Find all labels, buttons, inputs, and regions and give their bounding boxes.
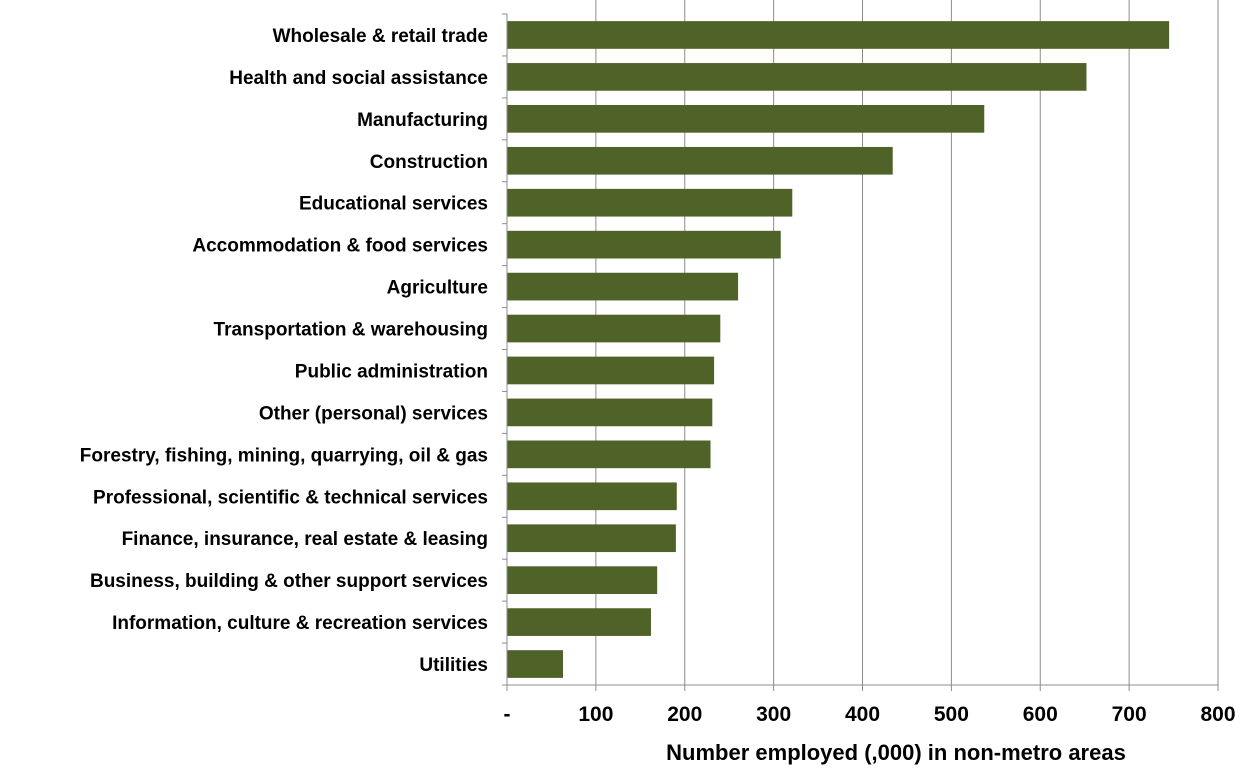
grid-layer: [595, 0, 1219, 685]
bar: [507, 440, 711, 469]
category-label: Finance, insurance, real estate & leasin…: [122, 529, 488, 550]
bar: [507, 272, 739, 301]
category-label: Manufacturing: [357, 110, 488, 131]
bar: [507, 524, 676, 553]
x-tick-label: 700: [1112, 703, 1147, 726]
bar: [507, 230, 781, 259]
bar-layer: [507, 21, 1170, 678]
bar: [507, 356, 715, 385]
category-label: Information, culture & recreation servic…: [112, 613, 488, 634]
category-label: Utilities: [419, 655, 488, 676]
x-tick-label: 300: [756, 703, 791, 726]
x-axis-title: Number employed (,000) in non-metro area…: [666, 740, 1126, 765]
bar: [507, 188, 793, 217]
category-label: Educational services: [299, 194, 488, 215]
x-tick-label: 500: [934, 703, 969, 726]
x-tick-label: 600: [1023, 703, 1058, 726]
category-label: Other (personal) services: [259, 403, 488, 424]
x-tick-label: 400: [845, 703, 880, 726]
category-label: Construction: [370, 152, 488, 173]
category-label: Forestry, fishing, mining, quarrying, oi…: [80, 445, 488, 466]
bar: [507, 650, 563, 678]
axis-layer: - 100 200 300 400 500 600 700 800: [502, 13, 1236, 726]
bar: [507, 63, 1087, 91]
category-label: Health and social assistance: [229, 68, 488, 89]
bar: [507, 21, 1170, 49]
bar: [507, 146, 893, 175]
category-label: Business, building & other support servi…: [90, 571, 488, 592]
x-tick-label: 100: [578, 703, 613, 726]
category-label: Agriculture: [387, 278, 488, 299]
x-tick-label: 800: [1200, 703, 1235, 726]
category-label: Transportation & warehousing: [214, 320, 488, 341]
bar: [507, 566, 658, 594]
bar: [507, 608, 651, 636]
category-label: Accommodation & food services: [192, 236, 488, 257]
x-tick-label: -: [504, 703, 511, 726]
label-layer: Wholesale & retail trade Health and socia…: [80, 26, 488, 676]
bar: [507, 398, 713, 427]
category-label: Professional, scientific & technical ser…: [93, 487, 488, 508]
bar: [507, 314, 721, 343]
bar: [507, 105, 985, 133]
bar: [507, 482, 677, 511]
category-label: Public administration: [295, 361, 488, 382]
x-tick-label: 200: [667, 703, 702, 726]
category-label: Wholesale & retail trade: [273, 26, 488, 47]
